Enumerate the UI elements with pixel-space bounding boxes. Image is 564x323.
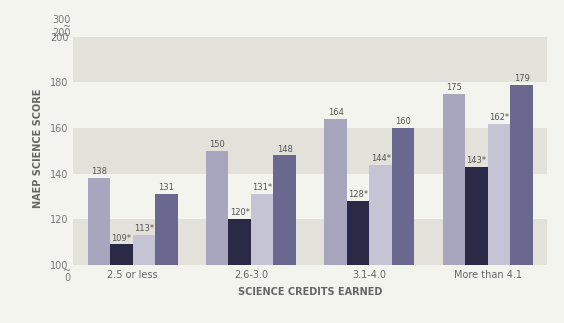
Text: 164: 164 [328,108,343,117]
Text: 131: 131 [158,183,174,193]
Bar [206,151,228,323]
Bar [73,219,547,265]
X-axis label: SCIENCE CREDITS EARNED: SCIENCE CREDITS EARNED [238,287,382,297]
Bar [465,167,488,323]
Text: ~: ~ [63,22,71,31]
Text: 150: 150 [209,140,225,149]
Text: 144*: 144* [371,154,391,163]
Text: 300: 300 [52,15,71,25]
Text: 120*: 120* [230,208,250,217]
Bar [155,194,178,323]
Y-axis label: NAEP SCIENCE SCORE: NAEP SCIENCE SCORE [33,89,43,208]
Text: 131*: 131* [252,183,272,193]
Text: 200: 200 [52,28,71,38]
Bar [133,235,155,323]
Bar [87,178,110,323]
Text: 175: 175 [446,83,462,92]
Bar [488,123,510,323]
Bar [251,194,274,323]
Bar [274,155,296,323]
Text: 143*: 143* [466,156,487,165]
Text: 162*: 162* [489,113,509,122]
Text: 113*: 113* [134,224,154,234]
Text: 128*: 128* [348,190,368,199]
Text: 179: 179 [514,74,530,83]
Text: 109*: 109* [111,234,131,243]
Text: 160: 160 [395,117,411,126]
Bar [443,94,465,323]
Bar [73,37,547,82]
Bar [228,219,251,323]
Bar [324,119,347,323]
Bar [510,85,533,323]
Bar [347,201,369,323]
Bar [392,128,415,323]
Text: 138: 138 [91,167,107,176]
Bar [110,244,133,323]
Bar [369,164,392,323]
Text: ~: ~ [63,266,71,276]
Text: 0: 0 [65,273,71,283]
Bar [73,128,547,174]
Text: 148: 148 [277,145,293,154]
